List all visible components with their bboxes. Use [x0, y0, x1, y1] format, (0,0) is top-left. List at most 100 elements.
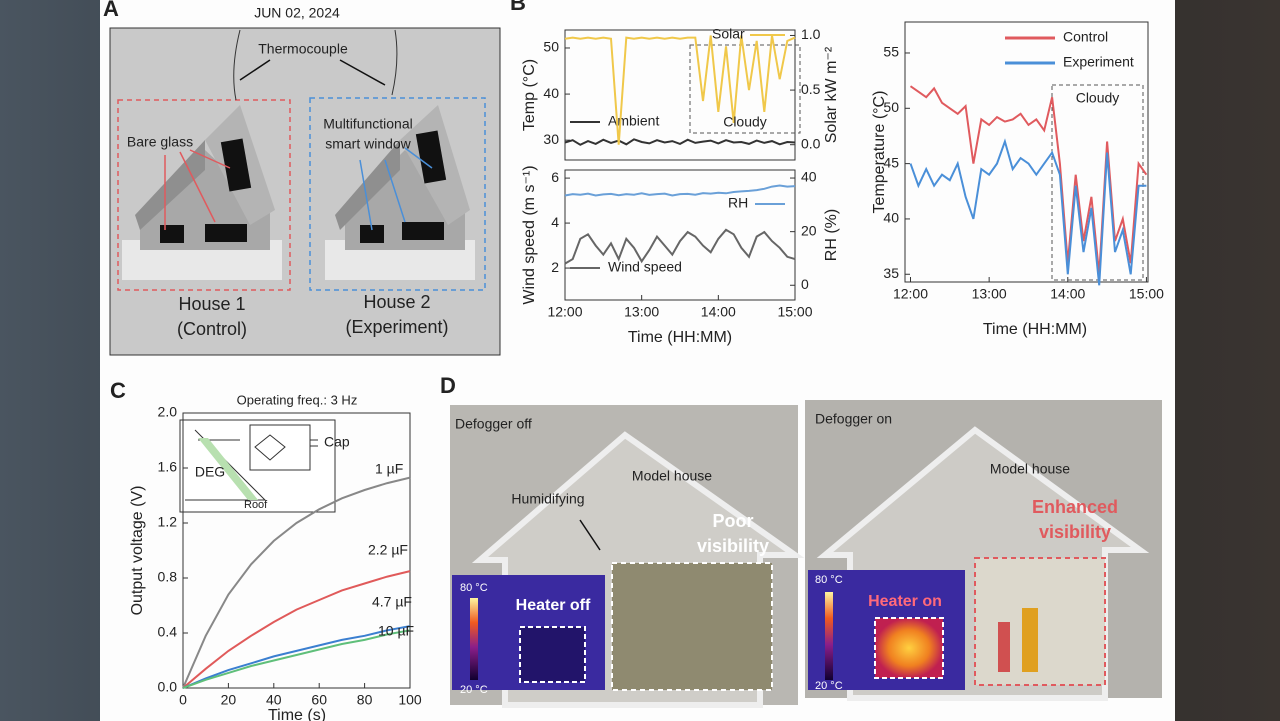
window [220, 138, 252, 192]
figurine [998, 622, 1010, 672]
x-axis-label: Time (s) [268, 707, 326, 721]
legend-label: Experiment [1063, 54, 1134, 70]
label: Roof [244, 499, 268, 511]
y-axis-label: Temp (°C) [521, 59, 538, 131]
series-label: Wind speed [608, 259, 682, 275]
series-line [182, 476, 411, 689]
y-tick-label: 50 [543, 39, 559, 55]
label: Poor [712, 511, 753, 531]
window [205, 224, 247, 242]
wire [233, 29, 398, 101]
y2-tick-label: 0.5 [801, 81, 821, 97]
series-label: 10 µF [378, 623, 414, 639]
series-label: Solar [712, 26, 745, 42]
dashed-box [117, 99, 291, 291]
label: House 1 [178, 294, 245, 314]
window [415, 130, 447, 184]
x-tick-label: 40 [266, 692, 282, 708]
x-tick-label: 15:00 [1129, 286, 1164, 302]
arrow [164, 149, 231, 230]
label: Model house [990, 461, 1070, 477]
label: 80 °C [815, 574, 843, 586]
label: Humidifying [511, 491, 584, 507]
series-label: 4.7 µF [372, 594, 412, 610]
series-line [564, 228, 796, 265]
y-tick-label: 1.2 [158, 514, 178, 530]
roof [135, 140, 205, 230]
y-tick-label: 4 [551, 214, 559, 230]
y-tick-label: 35 [883, 265, 899, 281]
roof [335, 140, 400, 230]
y-tick-label: 2 [551, 259, 559, 275]
label: Model house [632, 468, 712, 484]
window [402, 222, 444, 240]
y-tick-label: 0.4 [158, 624, 178, 640]
x-tick-label: 0 [179, 692, 187, 708]
inset [179, 419, 336, 513]
x-tick-label: 20 [221, 692, 237, 708]
x-tick-label: 14:00 [1050, 286, 1085, 302]
label: Multifunctional [323, 116, 413, 132]
window [160, 225, 184, 243]
label: DEG [195, 464, 225, 480]
annotation: Cloudy [1076, 90, 1120, 106]
x-tick-label: 80 [357, 692, 373, 708]
cloudy-box [1051, 84, 1144, 281]
series-label: 2.2 µF [368, 542, 408, 558]
x-tick-label: 12:00 [547, 304, 582, 320]
y-axis-label: Temperature (°C) [871, 91, 888, 214]
date: JUN 02, 2024 [254, 5, 340, 21]
y2-tick-label: 40 [801, 169, 817, 185]
y2-tick-label: 0.0 [801, 135, 821, 151]
annotation: Cloudy [723, 114, 767, 130]
label: visibility [1039, 522, 1111, 542]
arrow [239, 59, 386, 86]
series-line [182, 625, 411, 689]
dashed-box [309, 97, 486, 291]
series-line [182, 570, 411, 689]
heater-region [519, 626, 586, 683]
window [360, 225, 384, 243]
y-tick-label: 50 [883, 99, 899, 115]
label: Defogger off [455, 416, 532, 432]
label: Enhanced [1032, 497, 1118, 517]
y-tick-label: 40 [543, 85, 559, 101]
arrow [359, 147, 433, 231]
series-line [182, 629, 411, 689]
y2-tick-label: 20 [801, 222, 817, 238]
arrow [579, 519, 601, 551]
y2-tick-label: 1.0 [801, 26, 821, 42]
panel-letter: C [110, 378, 126, 403]
foggy-window [611, 562, 773, 691]
clear-window [974, 557, 1106, 686]
y-tick-label: 6 [551, 169, 559, 185]
series-line [909, 138, 1147, 286]
x-tick-label: 60 [311, 692, 327, 708]
y2-axis-label: RH (%) [823, 209, 840, 261]
panel-letter: A [103, 0, 119, 21]
plot-frame [904, 21, 1149, 283]
y-tick-label: 30 [543, 131, 559, 147]
circuit [185, 424, 318, 501]
label: 20 °C [815, 680, 843, 692]
x-tick-label: 13:00 [624, 304, 659, 320]
series-label: 1 µF [375, 461, 403, 477]
chart-title: Operating freq.: 3 Hz [237, 392, 358, 407]
plot-frame [564, 29, 796, 161]
label: 20 °C [460, 684, 488, 696]
colorbar [825, 592, 833, 680]
label: (Control) [177, 319, 247, 339]
label: Thermocouple [258, 41, 348, 57]
bridge [254, 434, 286, 461]
label: Cap [324, 434, 350, 450]
y-tick-label: 1.6 [158, 459, 178, 475]
legend-label: Control [1063, 29, 1108, 45]
x-tick-label: 14:00 [701, 304, 736, 320]
x-axis-label: Time (HH:MM) [628, 329, 732, 346]
x-tick-label: 15:00 [777, 304, 812, 320]
figurine [1022, 608, 1038, 672]
y-axis-label: Wind speed (m s⁻¹) [521, 165, 538, 304]
deg-film [198, 438, 258, 500]
label: 80 °C [460, 582, 488, 594]
series-line [909, 85, 1148, 275]
